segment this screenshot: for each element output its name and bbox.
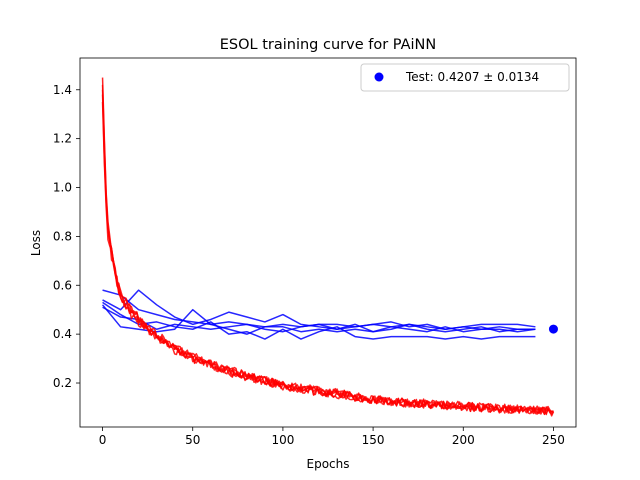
x-tick-label: 100 [271,433,294,447]
y-tick-label: 0.6 [53,278,72,292]
x-tick-label: 150 [362,433,385,447]
validation-line-3 [101,304,536,335]
test-point [548,324,558,334]
y-tick-label: 1.0 [53,181,72,195]
x-tick-label: 50 [185,433,200,447]
y-tick-label: 0.8 [53,229,72,243]
y-tick-label: 1.2 [53,132,72,146]
ticks-layer: 0 50 100 150 200 250 0.2 0.4 0.6 0.8 1.0 1.2 1.4 [53,83,565,447]
x-axis-label: Epochs [307,457,350,471]
legend-box [360,63,570,92]
y-tick-label: 1.4 [53,83,72,97]
train-line-5 [101,94,555,417]
y-tick-label: 0.4 [53,327,72,341]
y-axis-label: Loss [29,230,43,256]
x-tick-label: 250 [542,433,565,447]
x-tick-label: 200 [452,433,475,447]
legend-label-test: Test: 0.4207 ± 0.0134 [405,70,539,84]
plot-frame [79,57,577,428]
validation-line-2 [102,289,536,330]
legend: Test: 0.4207 ± 0.0134 [360,63,570,92]
validation-line-5 [102,306,536,333]
y-tick-label: 0.2 [53,376,72,390]
chart-title: ESOL training curve for PAiNN [220,37,437,53]
series-layer [101,77,558,417]
legend-marker-test [374,72,384,82]
x-tick-label: 0 [99,433,107,447]
validation-line-4 [102,301,536,340]
